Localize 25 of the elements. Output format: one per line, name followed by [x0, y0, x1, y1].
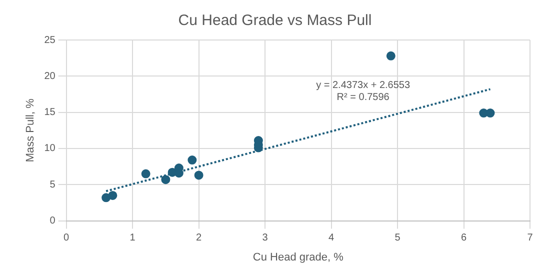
point	[188, 156, 197, 165]
x-tick-label: 0	[64, 232, 70, 244]
point	[194, 170, 204, 180]
chart-title: Cu Head Grade vs Mass Pull	[178, 12, 372, 30]
x-tick-label: 2	[196, 232, 202, 244]
y-axis-title: Mass Pull, %	[24, 98, 37, 162]
y-tick-label: 0	[50, 216, 56, 227]
y-tick-label: 10	[44, 143, 56, 154]
x-tick-label: 7	[527, 232, 534, 244]
x-tick-label: 5	[394, 232, 401, 244]
point	[108, 190, 118, 200]
y-tick-label: 20	[44, 70, 56, 82]
y-tick-label: 5	[50, 179, 56, 190]
point	[141, 169, 150, 178]
x-tick-label: 1	[130, 232, 136, 244]
x-tick-label: 4	[328, 232, 334, 244]
x-axis-title: Cu Head grade, %	[252, 251, 344, 264]
point	[161, 175, 170, 184]
y-tick-label: 15	[44, 107, 56, 118]
y-tick-label: 25	[44, 34, 56, 46]
x-tick-label: 6	[460, 232, 467, 244]
annotation: R² = 0.7596	[336, 92, 390, 103]
x-tick-label: 3	[262, 232, 268, 244]
point	[386, 51, 396, 60]
annotation: y = 2.4373x + 2.6553	[316, 80, 410, 91]
